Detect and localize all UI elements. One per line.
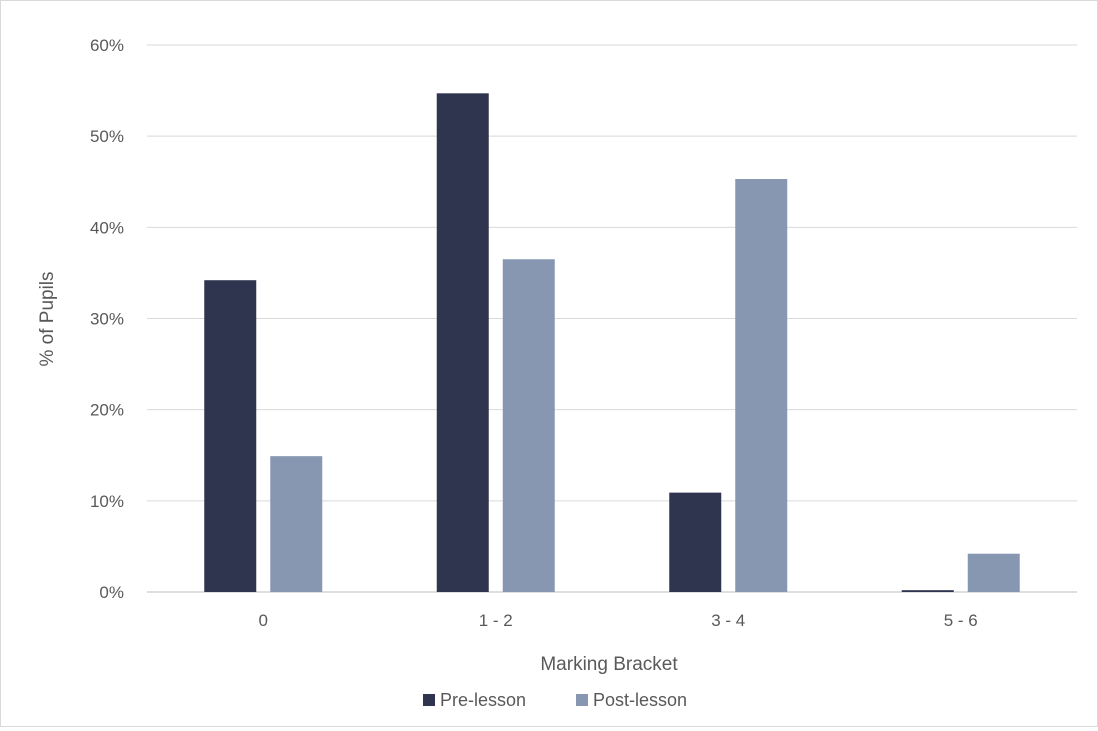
- bar-post-lesson-1: [502, 259, 555, 592]
- x-axis-tick-labels: 0 1 - 2 3 - 4 5 - 6: [259, 611, 978, 630]
- legend-swatch-post-lesson: [576, 694, 588, 706]
- x-tick-label: 3 - 4: [711, 611, 745, 630]
- legend-label-post-lesson: Post-lesson: [593, 690, 687, 710]
- legend-swatch-pre-lesson: [423, 694, 435, 706]
- bar-pre-lesson-0: [204, 280, 257, 592]
- y-tick-label: 10%: [90, 492, 124, 511]
- y-tick-label: 30%: [90, 310, 124, 329]
- y-tick-label: 60%: [90, 36, 124, 55]
- bar-pre-lesson-3: [901, 590, 954, 592]
- y-tick-label: 20%: [90, 401, 124, 420]
- bar-post-lesson-0: [270, 456, 323, 592]
- y-tick-label: 0%: [99, 583, 124, 602]
- y-tick-label: 50%: [90, 127, 124, 146]
- bars: [204, 93, 1020, 593]
- y-tick-label: 40%: [90, 218, 124, 237]
- x-tick-label: 0: [259, 611, 268, 630]
- y-axis-tick-labels: 0% 10% 20% 30% 40% 50% 60%: [90, 36, 124, 602]
- x-tick-label: 5 - 6: [944, 611, 978, 630]
- y-axis-title: % of Pupils: [37, 271, 58, 366]
- x-axis-title: Marking Bracket: [540, 654, 678, 675]
- legend-label-pre-lesson: Pre-lesson: [440, 690, 526, 710]
- bar-post-lesson-3: [967, 553, 1020, 592]
- legend: Pre-lesson Post-lesson: [423, 690, 687, 710]
- bar-post-lesson-2: [735, 179, 788, 592]
- x-tick-label: 1 - 2: [479, 611, 513, 630]
- bar-pre-lesson-1: [436, 93, 489, 593]
- bar-pre-lesson-2: [669, 492, 722, 592]
